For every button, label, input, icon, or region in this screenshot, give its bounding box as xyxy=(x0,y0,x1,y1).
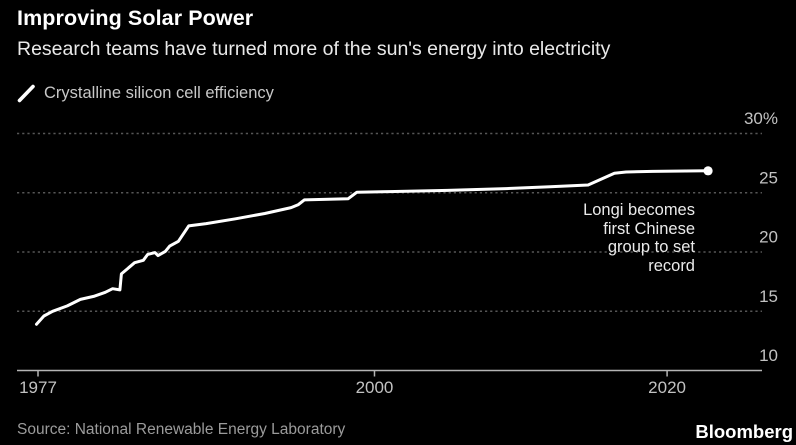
y-axis-tick-label: 20 xyxy=(759,228,778,247)
x-axis-tick-label: 1977 xyxy=(19,378,57,397)
latest-record-dot xyxy=(703,166,713,176)
source-note: Source: National Renewable Energy Labora… xyxy=(17,421,346,438)
y-axis-tick-label: 25 xyxy=(759,168,778,187)
efficiency-line-series xyxy=(35,169,710,326)
line-series-marker-icon xyxy=(17,84,35,103)
x-axis-tick-label: 2000 xyxy=(356,378,394,397)
annotation-line: Longi becomes xyxy=(583,201,695,219)
legend: Crystalline silicon cell efficiency xyxy=(17,84,274,103)
y-axis-tick-label: 10 xyxy=(759,346,778,365)
annotation-line: first Chinese xyxy=(603,219,695,238)
annotation-line: record xyxy=(648,256,695,275)
y-axis-tick-label: 30% xyxy=(744,109,778,128)
legend-label: Crystalline silicon cell efficiency xyxy=(44,84,274,102)
chart-subtitle: Research teams have turned more of the s… xyxy=(17,38,611,60)
page-title: Improving Solar Power xyxy=(17,6,254,30)
chart-annotation: Longi becomes first Chinese group to set… xyxy=(583,201,695,275)
annotation-line: group to set xyxy=(607,238,695,256)
bloomberg-logo: Bloomberg xyxy=(695,421,793,442)
x-axis-tick-label: 2020 xyxy=(648,378,686,397)
y-axis-tick-label: 15 xyxy=(759,287,778,306)
